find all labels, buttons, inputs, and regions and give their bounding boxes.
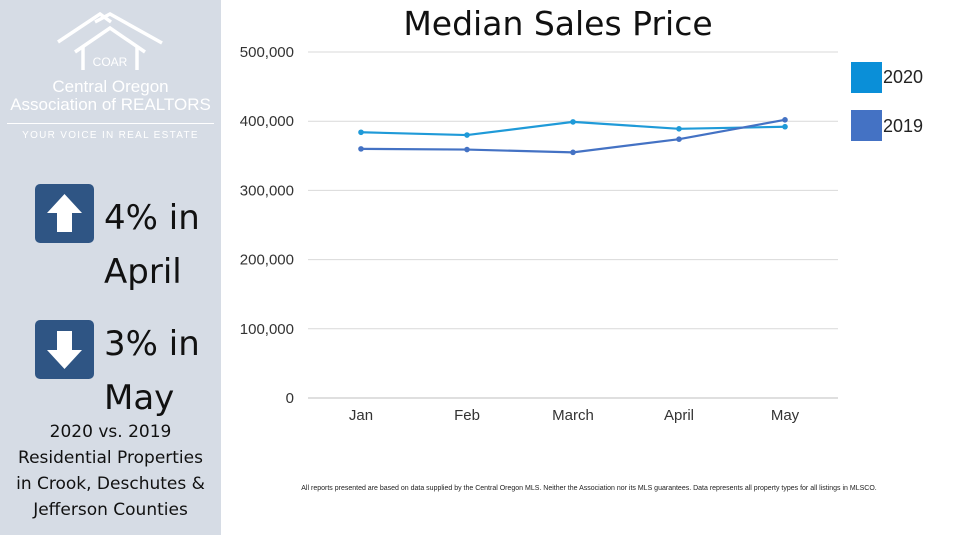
stat-april: 4% in April (104, 198, 200, 292)
x-tick-label: March (552, 407, 594, 424)
x-tick-label: Jan (349, 407, 373, 424)
y-tick-label: 300,000 (240, 182, 294, 199)
y-tick-label: 400,000 (240, 113, 294, 130)
arrow-down-icon (35, 320, 94, 379)
x-tick-label: Feb (454, 407, 480, 424)
series-line-2019 (360, 118, 786, 154)
legend-label-2020: 2020 (883, 67, 924, 87)
y-tick-label: 100,000 (240, 321, 294, 338)
x-tick-label: April (664, 407, 694, 424)
stat-may: 3% in May (104, 324, 200, 418)
sidebar: COAR Central Oregon Association of REALTO… (0, 0, 221, 535)
data-point-2020 (358, 129, 364, 136)
org-name: Central Oregon Association of REALTORS (10, 77, 211, 114)
divider (7, 123, 214, 124)
y-tick-label: 0 (286, 390, 294, 407)
tagline: YOUR VOICE IN REAL ESTATE (22, 130, 199, 141)
data-point-2020 (676, 126, 682, 132)
comparison-note: 2020 vs. 2019 Residential Properties in Cr… (16, 422, 205, 520)
y-tick-label: 500,000 (240, 44, 294, 61)
chart-title: Median Sales Price (403, 4, 713, 43)
data-point-2019 (570, 149, 576, 156)
y-tick-label: 200,000 (240, 252, 294, 269)
coar-house-logo: COAR (57, 11, 163, 70)
x-tick-label: May (771, 407, 800, 424)
data-point-2019 (782, 117, 788, 123)
data-point-2019 (676, 136, 682, 142)
legend-swatch-2020 (851, 62, 882, 93)
data-point-2020 (782, 123, 788, 130)
data-point-2020 (570, 119, 576, 125)
data-point-2019 (358, 146, 364, 152)
disclaimer: All reports presented are based on data … (301, 485, 877, 492)
data-point-2019 (464, 146, 470, 153)
data-point-2020 (464, 132, 470, 138)
legend-swatch-2019 (851, 110, 882, 141)
svg-text:COAR: COAR (93, 55, 128, 69)
arrow-up-icon (35, 184, 94, 243)
legend-label-2019: 2019 (883, 116, 924, 136)
